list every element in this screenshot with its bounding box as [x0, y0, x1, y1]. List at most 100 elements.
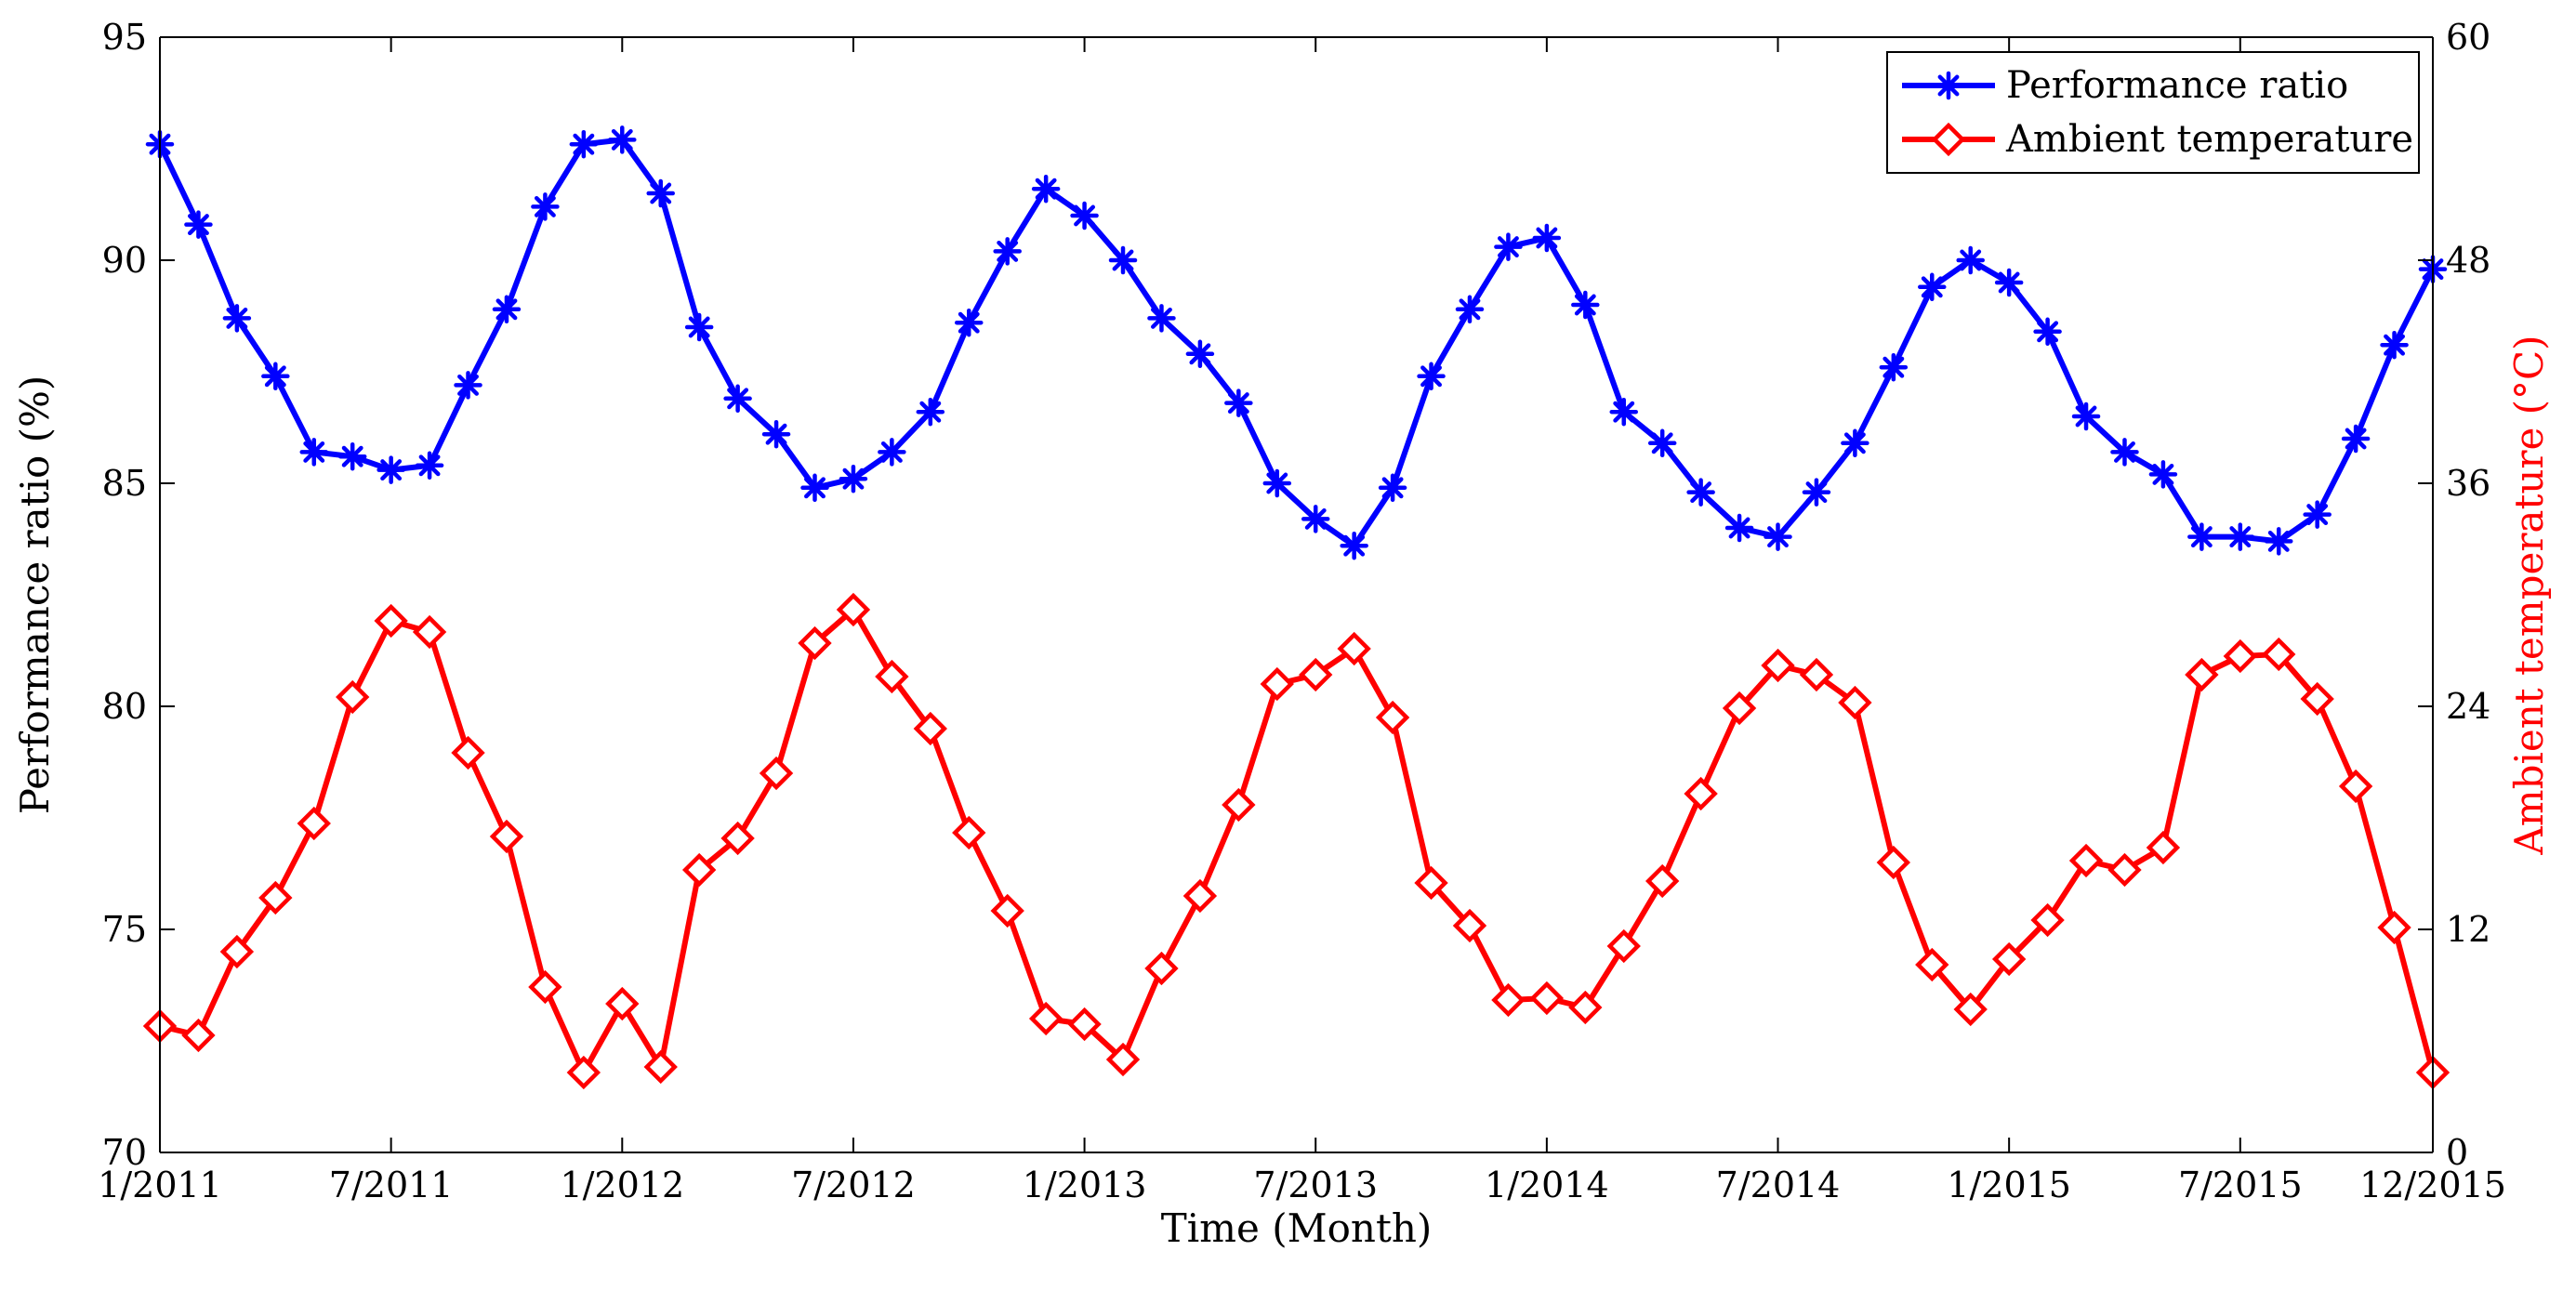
performance-ratio-point	[1494, 232, 1523, 261]
ambient-temperature-point	[181, 1018, 216, 1053]
ambient-temperature-point	[1067, 1007, 1102, 1042]
performance-ratio-point	[2071, 401, 2101, 431]
ambient-temperature-point	[1722, 691, 1757, 726]
ambient-temperature-point	[2262, 637, 2296, 672]
performance-ratio-point	[2110, 438, 2139, 467]
right-y-tick-label: 24	[2446, 686, 2490, 727]
performance-ratio-point	[1301, 505, 1330, 533]
ambient-temperature-point	[1645, 863, 1680, 899]
ambient-temperature-point	[566, 1055, 601, 1090]
performance-ratio-point	[1340, 531, 1368, 560]
performance-ratio-point	[1147, 304, 1176, 333]
performance-ratio-point	[1532, 223, 1562, 253]
right-y-tick-label: 60	[2446, 17, 2490, 58]
performance-ratio-point	[1108, 245, 1138, 275]
performance-ratio-point	[608, 125, 637, 154]
performance-ratio-point	[1879, 352, 1909, 382]
left-y-tick-label: 95	[102, 17, 147, 58]
performance-ratio-point	[646, 178, 675, 208]
x-axis-title: Time (Month)	[1161, 1205, 1433, 1251]
x-tick-label: 7/2015	[2178, 1165, 2303, 1205]
performance-ratio-point	[2303, 500, 2332, 529]
axes-layer	[159, 36, 2434, 1153]
x-tick-label: 7/2014	[1716, 1165, 1841, 1205]
ambient-temperature-point	[2300, 681, 2334, 717]
ambient-temperature-point	[681, 852, 717, 888]
performance-ratio-point	[800, 473, 829, 503]
performance-ratio-point	[376, 455, 405, 484]
ambient-temperature-point	[759, 756, 794, 791]
performance-ratio-point	[878, 438, 906, 467]
performance-ratio-point	[2380, 330, 2409, 360]
ambient-temperature-point	[643, 1049, 678, 1085]
performance-ratio-point	[1724, 513, 1754, 543]
ambient-temperature-point	[2377, 910, 2411, 945]
legend-label: Performance ratio	[2006, 64, 2348, 107]
performance-ratio-point	[1262, 468, 1292, 498]
performance-ratio-point	[1841, 428, 1869, 458]
x-tick-label: 7/2011	[329, 1165, 454, 1205]
left-y-tick-label: 75	[102, 909, 147, 950]
performance-ratio-point	[1918, 272, 1947, 302]
ambient-temperature-point	[1452, 908, 1487, 943]
x-tick-label: 1/2014	[1485, 1165, 1609, 1205]
performance-ratio-point	[184, 210, 213, 239]
ambient-temperature-point	[1761, 648, 1795, 683]
ambient-temperature-point	[1144, 951, 1179, 986]
right-y-tick-label: 0	[2446, 1132, 2468, 1173]
ambient-temperature-point	[1414, 865, 1448, 901]
ticks-layer: 70 75 80 85 90 95 0 12 24 36 48 60 1/2011 7/2011 1/201…	[98, 17, 2506, 1205]
performance-ratio-point	[531, 192, 560, 221]
performance-ratio-point	[1378, 473, 1407, 503]
performance-ratio-point	[955, 308, 984, 337]
ambient-temperature-point	[1337, 631, 1371, 666]
performance-ratio-point	[1070, 201, 1099, 230]
performance-ratio-point	[299, 438, 329, 467]
legend-items: Performance ratio Ambient temperature	[1902, 64, 2413, 161]
performance-ratio-point	[569, 129, 599, 159]
legend-marker	[1934, 71, 1963, 100]
performance-ratio-point	[2226, 522, 2255, 551]
performance-ratio-point	[1224, 388, 1253, 417]
ambient-temperature-point	[1606, 928, 1641, 964]
legend-entry-performance-ratio: Performance ratio	[1902, 64, 2348, 107]
performance-ratio-point	[723, 384, 752, 414]
ambient-temperature-point	[1182, 878, 1218, 914]
performance-ratio-point	[2033, 317, 2062, 347]
legend: Performance ratio Ambient temperature	[1886, 51, 2420, 174]
ambient-temperature-point	[875, 659, 909, 694]
ambient-temperature-point	[990, 893, 1024, 928]
ambient-temperature-point	[1529, 981, 1565, 1016]
x-tick-label: 7/2012	[791, 1165, 916, 1205]
ambient-temperature-point	[489, 819, 524, 854]
ambient-temperature-point	[2223, 638, 2257, 674]
performance-ratio-point	[839, 464, 868, 494]
performance-ratio-point	[1764, 522, 1792, 551]
ambient-temperature-point	[412, 614, 447, 650]
right-y-tick-label: 48	[2446, 240, 2490, 281]
ambient-temperature-point	[1105, 1042, 1141, 1077]
performance-ratio-point	[761, 419, 791, 449]
performance-ratio-point	[261, 362, 290, 391]
ambient-temperature-point	[1375, 700, 1410, 735]
ambient-temperature-point	[1991, 941, 2027, 977]
ambient-temperature-point	[836, 592, 871, 627]
performance-ratio-point	[492, 295, 522, 324]
performance-ratio-point	[2341, 424, 2371, 454]
ambient-temperature-point	[2146, 830, 2181, 865]
x-tick-label: 1/2013	[1023, 1165, 1147, 1205]
performance-ratio-point	[1686, 478, 1715, 507]
right-y-tick-label: 36	[2446, 463, 2490, 504]
x-tick-label: 1/2012	[560, 1165, 684, 1205]
ambient-temperature-point	[2030, 902, 2065, 938]
right-y-axis-title: Ambient temperature (°C)	[2506, 335, 2552, 855]
x-tick-label: 7/2013	[1253, 1165, 1378, 1205]
ambient-temperature-point	[605, 986, 640, 1021]
ambient-temperature-point	[720, 821, 755, 856]
performance-ratio-point	[2264, 527, 2293, 556]
ambient-temperature-point	[258, 880, 293, 915]
ambient-temperature-point	[528, 969, 562, 1005]
ambient-temperature-point	[1799, 657, 1834, 692]
ambient-temperature-point	[1028, 1001, 1063, 1036]
legend-box	[1886, 51, 2420, 174]
